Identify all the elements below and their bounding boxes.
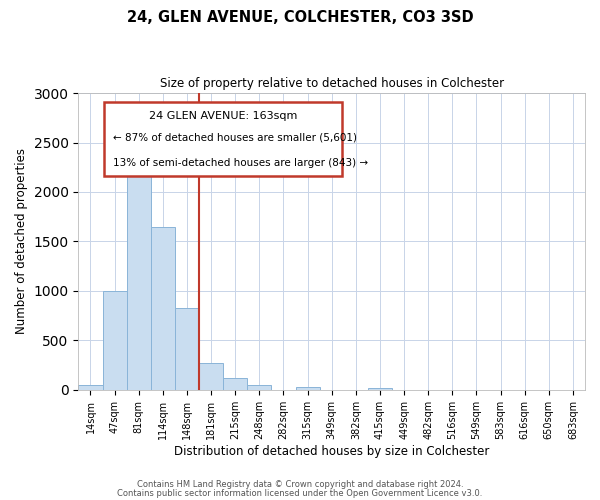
Bar	[103, 291, 127, 390]
X-axis label: Distribution of detached houses by size in Colchester: Distribution of detached houses by size …	[174, 444, 490, 458]
Bar	[79, 385, 103, 390]
Text: 24 GLEN AVENUE: 163sqm: 24 GLEN AVENUE: 163sqm	[149, 111, 297, 121]
Y-axis label: Number of detached properties: Number of detached properties	[15, 148, 28, 334]
Bar	[199, 363, 223, 390]
Text: 24, GLEN AVENUE, COLCHESTER, CO3 3SD: 24, GLEN AVENUE, COLCHESTER, CO3 3SD	[127, 10, 473, 25]
Bar	[151, 226, 175, 390]
Title: Size of property relative to detached houses in Colchester: Size of property relative to detached ho…	[160, 78, 504, 90]
Text: Contains HM Land Registry data © Crown copyright and database right 2024.: Contains HM Land Registry data © Crown c…	[137, 480, 463, 489]
Bar	[223, 378, 247, 390]
Text: Contains public sector information licensed under the Open Government Licence v3: Contains public sector information licen…	[118, 489, 482, 498]
Bar	[127, 146, 151, 390]
Bar	[296, 387, 320, 390]
FancyBboxPatch shape	[104, 102, 342, 176]
Bar	[175, 308, 199, 390]
Bar	[368, 388, 392, 390]
Bar	[247, 386, 271, 390]
Text: 13% of semi-detached houses are larger (843) →: 13% of semi-detached houses are larger (…	[113, 158, 368, 168]
Text: ← 87% of detached houses are smaller (5,601): ← 87% of detached houses are smaller (5,…	[113, 132, 357, 142]
